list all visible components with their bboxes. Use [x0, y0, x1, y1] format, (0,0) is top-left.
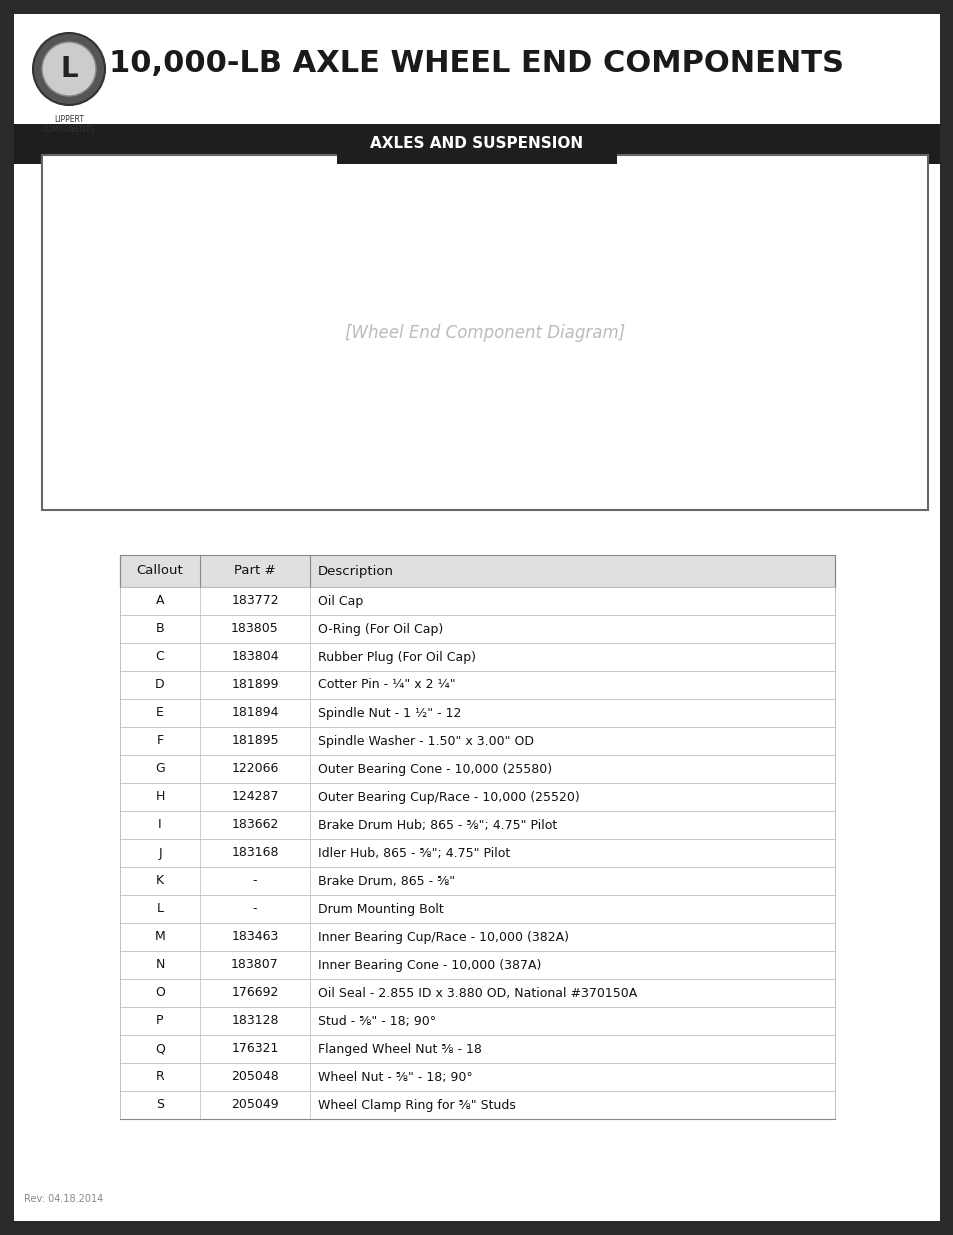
- Text: 10,000-LB AXLE WHEEL END COMPONENTS: 10,000-LB AXLE WHEEL END COMPONENTS: [110, 49, 843, 78]
- Text: K: K: [155, 874, 164, 888]
- Text: Outer Bearing Cone - 10,000 (25580): Outer Bearing Cone - 10,000 (25580): [317, 762, 552, 776]
- Bar: [120, 1063, 834, 1091]
- Bar: [336, 124, 617, 164]
- Text: R: R: [155, 1071, 164, 1083]
- Text: Wheel Clamp Ring for ⅝" Studs: Wheel Clamp Ring for ⅝" Studs: [317, 1098, 516, 1112]
- Bar: [120, 755, 834, 783]
- Text: 181899: 181899: [231, 678, 278, 692]
- Text: 183805: 183805: [231, 622, 278, 636]
- Text: Outer Bearing Cup/Race - 10,000 (25520): Outer Bearing Cup/Race - 10,000 (25520): [317, 790, 579, 804]
- Bar: [120, 699, 834, 727]
- Text: Rubber Plug (For Oil Cap): Rubber Plug (For Oil Cap): [317, 651, 476, 663]
- Text: G: G: [155, 762, 165, 776]
- Text: E: E: [156, 706, 164, 720]
- Text: 176692: 176692: [231, 987, 278, 999]
- Bar: [120, 979, 834, 1007]
- Bar: [120, 643, 834, 671]
- Text: P: P: [156, 1014, 164, 1028]
- Bar: [120, 1091, 834, 1119]
- Text: 176321: 176321: [231, 1042, 278, 1056]
- Text: I: I: [158, 819, 162, 831]
- Text: Wheel Nut - ⅝" - 18; 90°: Wheel Nut - ⅝" - 18; 90°: [317, 1071, 473, 1083]
- Text: -: -: [253, 903, 257, 915]
- Text: B: B: [155, 622, 164, 636]
- Bar: [120, 923, 834, 951]
- Text: 122066: 122066: [231, 762, 278, 776]
- Bar: [42, 156, 927, 510]
- Text: L: L: [156, 903, 163, 915]
- Text: Drum Mounting Bolt: Drum Mounting Bolt: [317, 903, 443, 915]
- Text: 183463: 183463: [231, 930, 278, 944]
- Text: Oil Cap: Oil Cap: [317, 594, 363, 608]
- Bar: [120, 811, 834, 839]
- Bar: [14, 14, 939, 124]
- Text: O-Ring (For Oil Cap): O-Ring (For Oil Cap): [317, 622, 443, 636]
- Text: S: S: [156, 1098, 164, 1112]
- Bar: [14, 124, 939, 164]
- Bar: [120, 867, 834, 895]
- Text: 205048: 205048: [231, 1071, 278, 1083]
- Text: LIPPERT
COMPONENTS: LIPPERT COMPONENTS: [42, 115, 96, 135]
- Circle shape: [42, 42, 96, 96]
- Bar: [120, 587, 834, 615]
- Text: Description: Description: [317, 564, 394, 578]
- Text: 183804: 183804: [231, 651, 278, 663]
- Text: Spindle Nut - 1 ½" - 12: Spindle Nut - 1 ½" - 12: [317, 706, 461, 720]
- Text: Inner Bearing Cup/Race - 10,000 (382A): Inner Bearing Cup/Race - 10,000 (382A): [317, 930, 568, 944]
- Bar: [120, 615, 834, 643]
- Text: M: M: [154, 930, 165, 944]
- Text: Flanged Wheel Nut ⅝ - 18: Flanged Wheel Nut ⅝ - 18: [317, 1042, 481, 1056]
- Text: 183168: 183168: [231, 846, 278, 860]
- Text: 124287: 124287: [231, 790, 278, 804]
- Text: J: J: [158, 846, 162, 860]
- Text: F: F: [156, 735, 163, 747]
- Text: O: O: [155, 987, 165, 999]
- Text: Cotter Pin - ¼" x 2 ¼": Cotter Pin - ¼" x 2 ¼": [317, 678, 456, 692]
- Bar: [120, 951, 834, 979]
- Text: 181894: 181894: [231, 706, 278, 720]
- Text: L: L: [60, 56, 78, 83]
- Bar: [120, 555, 834, 587]
- Circle shape: [33, 33, 105, 105]
- Text: 181895: 181895: [231, 735, 278, 747]
- Text: Inner Bearing Cone - 10,000 (387A): Inner Bearing Cone - 10,000 (387A): [317, 958, 540, 972]
- Text: 205049: 205049: [231, 1098, 278, 1112]
- Text: Idler Hub, 865 - ⅝"; 4.75" Pilot: Idler Hub, 865 - ⅝"; 4.75" Pilot: [317, 846, 510, 860]
- Text: 183772: 183772: [231, 594, 278, 608]
- Text: -: -: [253, 874, 257, 888]
- Text: N: N: [155, 958, 165, 972]
- Text: Stud - ⅝" - 18; 90°: Stud - ⅝" - 18; 90°: [317, 1014, 436, 1028]
- Bar: [120, 783, 834, 811]
- Bar: [120, 839, 834, 867]
- Text: Brake Drum, 865 - ⅝": Brake Drum, 865 - ⅝": [317, 874, 455, 888]
- Text: H: H: [155, 790, 165, 804]
- Text: Part #: Part #: [233, 564, 275, 578]
- Text: D: D: [155, 678, 165, 692]
- Text: Brake Drum Hub; 865 - ⅝"; 4.75" Pilot: Brake Drum Hub; 865 - ⅝"; 4.75" Pilot: [317, 819, 557, 831]
- Text: Callout: Callout: [136, 564, 183, 578]
- Text: A: A: [155, 594, 164, 608]
- Text: AXLES AND SUSPENSION: AXLES AND SUSPENSION: [370, 137, 583, 152]
- Bar: [120, 671, 834, 699]
- Bar: [120, 1007, 834, 1035]
- Bar: [120, 727, 834, 755]
- Text: 183807: 183807: [231, 958, 278, 972]
- Text: 183128: 183128: [231, 1014, 278, 1028]
- Text: [Wheel End Component Diagram]: [Wheel End Component Diagram]: [345, 324, 624, 342]
- Text: 183662: 183662: [231, 819, 278, 831]
- Bar: [120, 1035, 834, 1063]
- Text: Spindle Washer - 1.50" x 3.00" OD: Spindle Washer - 1.50" x 3.00" OD: [317, 735, 534, 747]
- Text: Oil Seal - 2.855 ID x 3.880 OD, National #370150A: Oil Seal - 2.855 ID x 3.880 OD, National…: [317, 987, 637, 999]
- Bar: [120, 895, 834, 923]
- Text: C: C: [155, 651, 164, 663]
- Text: Q: Q: [155, 1042, 165, 1056]
- Text: Rev: 04.18.2014: Rev: 04.18.2014: [24, 1194, 103, 1204]
